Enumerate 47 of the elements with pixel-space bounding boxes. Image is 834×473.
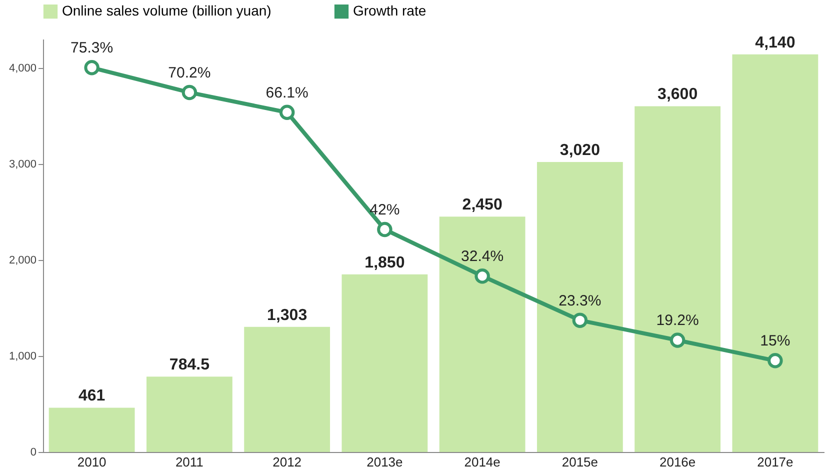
- x-tick-label: 2017e: [757, 454, 794, 470]
- data-label: 1,850: [364, 254, 405, 272]
- x-tick-label: 2010: [77, 454, 106, 470]
- data-label: 4,140: [755, 34, 796, 52]
- bar: [342, 274, 428, 452]
- y-tick-label: 3,000: [8, 158, 36, 170]
- data-label: 784.5: [169, 356, 210, 374]
- point: [768, 353, 783, 368]
- data-label: 461: [78, 388, 106, 405]
- point: [670, 332, 686, 348]
- data-label: 66.1%: [266, 84, 308, 102]
- y-tick-label: 1,000: [8, 350, 36, 362]
- x-tick-label: 2012: [272, 454, 302, 470]
- data-label: 3,600: [658, 86, 698, 104]
- point: [572, 312, 588, 328]
- x-tick-label: 2015e: [562, 454, 598, 470]
- x-tick-label: 2013e: [366, 454, 403, 470]
- y-tick-label: 0: [30, 446, 36, 458]
- point: [84, 60, 100, 76]
- data-label: 19.2%: [656, 312, 699, 330]
- y-tick-label: 4,000: [8, 62, 36, 74]
- legend-label: Online sales volume (billion yuan): [62, 2, 272, 19]
- data-label: 2,450: [462, 196, 502, 214]
- data-label: 3,020: [560, 142, 600, 159]
- data-label: 1,303: [267, 306, 308, 324]
- data-label: 75.3%: [70, 40, 114, 57]
- x-tick-label: 2011: [175, 454, 204, 470]
- x-tick-label: 2016e: [659, 454, 696, 470]
- point: [279, 104, 295, 120]
- data-label: 32.4%: [461, 248, 504, 266]
- bar: [536, 162, 623, 452]
- point: [377, 222, 392, 238]
- legend-label: Growth rate: [353, 2, 426, 19]
- data-label: 23.3%: [558, 292, 602, 310]
- x-tick-label: 2014e: [464, 454, 500, 470]
- bar: [244, 326, 330, 452]
- bar: [146, 376, 232, 452]
- data-label: 15%: [760, 332, 790, 350]
- point: [182, 84, 198, 100]
- y-tick-label: 2,000: [8, 254, 36, 266]
- bar: [732, 54, 818, 452]
- bar: [439, 216, 526, 452]
- point: [474, 268, 490, 284]
- bar: [634, 106, 721, 452]
- data-label: 42%: [370, 201, 400, 218]
- data-label: 70.2%: [168, 64, 211, 82]
- bar: [48, 408, 135, 452]
